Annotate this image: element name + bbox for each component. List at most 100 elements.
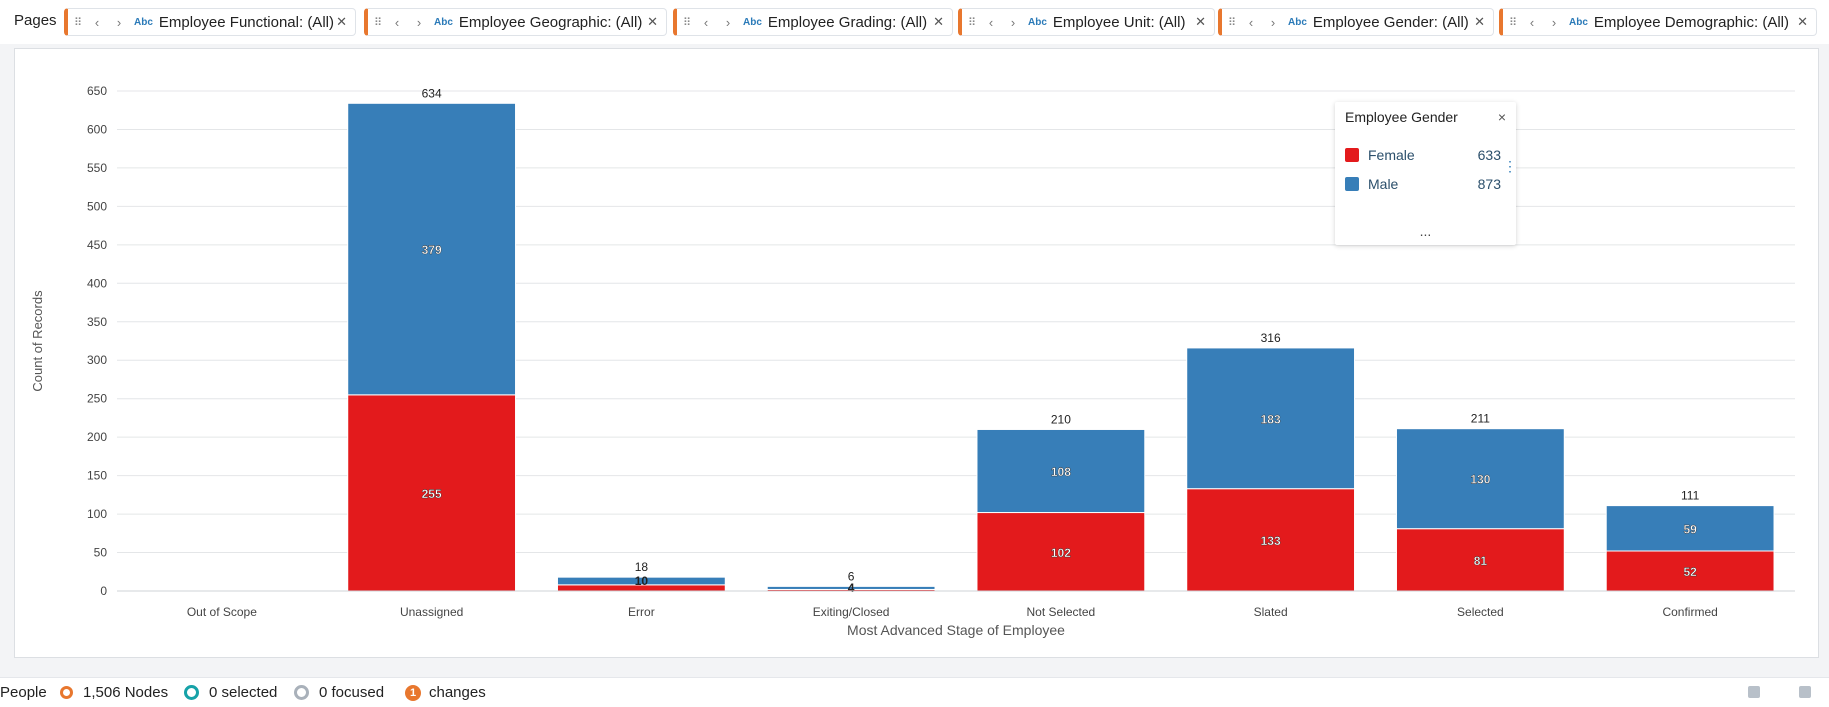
bar-data-label: 133 [1261,534,1281,548]
close-icon[interactable]: ✕ [647,14,658,29]
bar-male [976,428,1146,514]
x-axis-title: Most Advanced Stage of Employee [847,622,1065,638]
legend-item-value: 873 [1477,176,1501,192]
filter-pill-unit[interactable]: ⠿ ‹ › Abc Employee Unit: (All) ✕ [958,8,1215,36]
bar-total-label: 210 [1051,412,1071,426]
chevron-left-icon[interactable]: ‹ [94,14,100,30]
nodes-label: 1,506 Nodes [83,684,169,701]
close-icon[interactable]: ✕ [933,14,944,29]
close-icon[interactable]: ✕ [1195,14,1206,29]
chevron-left-icon[interactable]: ‹ [1529,14,1535,30]
close-icon[interactable]: ✕ [1797,14,1808,29]
bar-male [1186,347,1356,490]
selected-label: 0 selected [209,684,278,701]
bar-male [347,102,517,396]
copy-panel-icon[interactable] [1799,686,1811,698]
grip-icon[interactable]: ⠿ [1228,16,1236,29]
selected-count[interactable]: 0 selected [184,684,277,701]
filter-pill-title: Employee Grading: (All) [767,13,928,31]
legend-item-label: Male [1368,176,1399,192]
bar-data-label: 108 [1051,465,1071,479]
bar-total-label: 634 [422,86,442,100]
chevron-right-icon[interactable]: › [1551,14,1557,30]
filter-pill-grading[interactable]: ⠿ ‹ › Abc Employee Grading: (All) ✕ [673,8,953,36]
bar-total-label: 18 [635,560,649,574]
changes-label: changes [429,684,486,701]
filter-pill-title: Employee Functional: (All) [158,13,334,31]
bar-data-label: 81 [1474,554,1488,568]
bar-data-label: 183 [1261,412,1281,426]
nodes-icon [60,686,73,699]
y-tick-label: 400 [87,276,107,290]
add-panel-icon[interactable] [1748,686,1760,698]
chevron-left-icon[interactable]: ‹ [703,14,709,30]
stacked-bar-chart: 0 50 100 150 200 250 300 350 400 450 500 550 600 650 C… [30,84,1795,638]
legend-title: Employee Gender [1345,109,1458,125]
grip-icon[interactable]: ⠿ [968,16,976,29]
grip-icon[interactable]: ⠿ [1509,16,1517,29]
x-tick-label: Slated [1254,605,1288,619]
grip-icon[interactable]: ⠿ [74,16,82,29]
legend-card: Employee Gender × Female 633 Male 873 ⋮ … [1335,102,1517,245]
bar-total-label: 211 [1471,412,1490,426]
selected-ring-icon [184,685,199,700]
bar-data-label: 255 [422,487,442,501]
close-icon[interactable]: ✕ [1474,14,1485,29]
bar-data-label: 4 [848,581,855,595]
legend-item-label: Female [1368,147,1415,163]
y-tick-label: 500 [87,199,107,213]
x-tick-label: Confirmed [1662,605,1717,619]
legend-more-button[interactable]: ... [1419,223,1432,239]
bar-female [1395,528,1565,592]
chevron-left-icon[interactable]: ‹ [394,14,400,30]
chevron-right-icon[interactable]: › [116,14,122,30]
focused-label: 0 focused [319,684,385,701]
legend-item-male[interactable]: Male 873 [1345,174,1501,194]
chevron-right-icon[interactable]: › [725,14,731,30]
y-axis-title: Count of Records [30,290,45,392]
filter-pill-demographic[interactable]: ⠿ ‹ › Abc Employee Demographic: (All) ✕ [1499,8,1817,36]
changes-count[interactable]: 1 changes [405,684,486,701]
y-tick-label: 350 [87,315,107,329]
x-tick-label: Unassigned [400,605,463,619]
y-tick-label: 200 [87,430,107,444]
bar-female [976,512,1146,592]
close-icon[interactable]: ✕ [336,14,347,29]
filter-pill-gender[interactable]: ⠿ ‹ › Abc Employee Gender: (All) ✕ [1218,8,1494,36]
chevron-right-icon[interactable]: › [1010,14,1016,30]
changes-badge: 1 [405,684,421,701]
filter-pill-functional[interactable]: ⠿ ‹ › Abc Employee Functional: (All) ✕ [64,8,356,36]
chevron-right-icon[interactable]: › [416,14,422,30]
focused-count[interactable]: 0 focused [294,684,384,701]
filter-pill-title: Employee Demographic: (All) [1593,13,1789,31]
nodes-count[interactable]: 1,506 Nodes [60,684,168,701]
bar-male [1395,428,1565,530]
focused-ring-icon [294,685,309,700]
abc-type-icon: Abc [1028,16,1047,28]
y-tick-label: 100 [87,507,107,521]
legend-item-female[interactable]: Female 633 [1345,145,1501,165]
chevron-left-icon[interactable]: ‹ [1248,14,1254,30]
grip-icon[interactable]: ⠿ [374,16,382,29]
more-options-icon[interactable]: ⋮ [1503,158,1517,174]
abc-type-icon: Abc [1569,16,1588,28]
y-tick-label: 300 [87,353,107,367]
bar-data-label: 10 [635,574,649,588]
bar-data-label: 102 [1051,546,1071,560]
chevron-right-icon[interactable]: › [1270,14,1276,30]
abc-type-icon: Abc [134,16,153,28]
filter-pill-title: Employee Geographic: (All) [458,13,643,31]
abc-type-icon: Abc [434,16,453,28]
filter-pill-geographic[interactable]: ⠿ ‹ › Abc Employee Geographic: (All) ✕ [364,8,667,36]
legend-item-value: 633 [1477,147,1501,163]
bar-male [556,576,726,586]
grip-icon[interactable]: ⠿ [683,16,691,29]
y-tick-label: 250 [87,392,107,406]
bar-female [1186,488,1356,592]
bar-female [347,394,517,592]
chevron-left-icon[interactable]: ‹ [988,14,994,30]
bar-female [1605,550,1775,592]
filter-pill-title: Employee Gender: (All) [1312,13,1469,31]
bar-data-label: 59 [1683,522,1697,536]
close-icon[interactable]: × [1497,109,1506,125]
